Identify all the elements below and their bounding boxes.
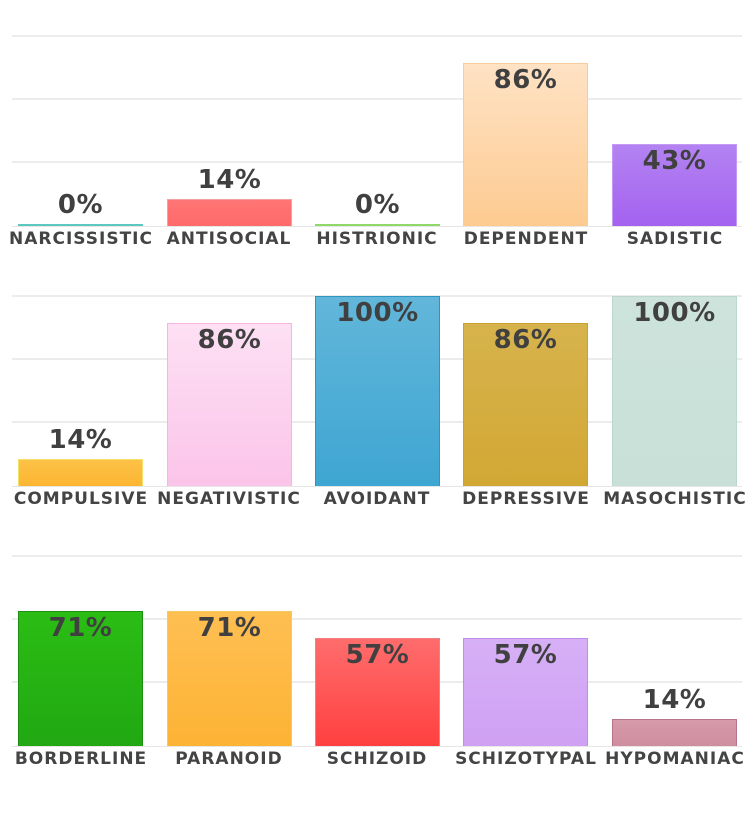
bar-depressive[interactable] — [463, 323, 588, 486]
category-label: SCHIZOID — [326, 749, 428, 769]
category-label: HYPOMANIAC — [605, 749, 745, 769]
bar-value-label: 0% — [57, 190, 104, 220]
category-label: NEGATIVISTIC — [157, 489, 301, 509]
chart-panel-3: 71% BORDERLINE 71% PARANOID 57% SCHIZOID 57% SC… — [0, 520, 755, 780]
bar-schizoid[interactable] — [315, 638, 440, 746]
bar-antisocial[interactable] — [167, 199, 292, 226]
category-label: SCHIZOTYPAL — [455, 749, 597, 769]
bar-sadistic[interactable] — [612, 144, 737, 226]
chart-panel-1: 0% NARCISSISTIC 14% ANTISOCIAL 0% HISTRIONIC 8… — [0, 0, 755, 260]
bar-masochistic[interactable] — [612, 296, 737, 486]
bar-narcissistic[interactable] — [18, 224, 143, 226]
bar-value-label: 14% — [48, 425, 113, 455]
bar-value-label: 14% — [642, 685, 707, 715]
bar-value-label: 14% — [197, 165, 262, 195]
bar-value-label: 71% — [197, 613, 262, 643]
baseline — [12, 746, 742, 747]
bar-paranoid[interactable] — [167, 611, 292, 746]
gridline — [12, 35, 742, 37]
category-label: SADISTIC — [626, 229, 724, 249]
gridline — [12, 555, 742, 557]
gridline — [12, 161, 742, 163]
category-label: NARCISSISTIC — [9, 229, 153, 249]
bar-value-label: 0% — [354, 190, 401, 220]
bar-borderline[interactable] — [18, 611, 143, 746]
category-label: ANTISOCIAL — [166, 229, 292, 249]
bar-schizotypal[interactable] — [463, 638, 588, 746]
bar-histrionic[interactable] — [315, 224, 440, 226]
bar-value-label: 57% — [345, 640, 410, 670]
bar-hypomaniac[interactable] — [612, 719, 737, 746]
category-label: BORDERLINE — [14, 749, 148, 769]
bar-compulsive[interactable] — [18, 459, 143, 486]
bar-value-label: 86% — [493, 65, 558, 95]
bar-value-label: 86% — [197, 325, 262, 355]
category-label: DEPRESSIVE — [462, 489, 590, 509]
category-label: COMPULSIVE — [13, 489, 149, 509]
gridline — [12, 618, 742, 620]
category-label: MASOCHISTIC — [603, 489, 747, 509]
bar-negativistic[interactable] — [167, 323, 292, 486]
gridline — [12, 98, 742, 100]
bar-value-label: 57% — [493, 640, 558, 670]
baseline — [12, 226, 742, 227]
category-label: DEPENDENT — [463, 229, 589, 249]
category-label: PARANOID — [175, 749, 283, 769]
bar-value-label: 43% — [642, 146, 707, 176]
bar-dependent[interactable] — [463, 63, 588, 226]
baseline — [12, 486, 742, 487]
bar-value-label: 100% — [336, 298, 419, 328]
bar-value-label: 100% — [633, 298, 716, 328]
category-label: HISTRIONIC — [316, 229, 438, 249]
bar-value-label: 86% — [493, 325, 558, 355]
category-label: AVOIDANT — [323, 489, 431, 509]
bar-value-label: 71% — [48, 613, 113, 643]
chart-panel-2: 14% COMPULSIVE 86% NEGATIVISTIC 100% AVOIDANT… — [0, 260, 755, 520]
bar-avoidant[interactable] — [315, 296, 440, 486]
